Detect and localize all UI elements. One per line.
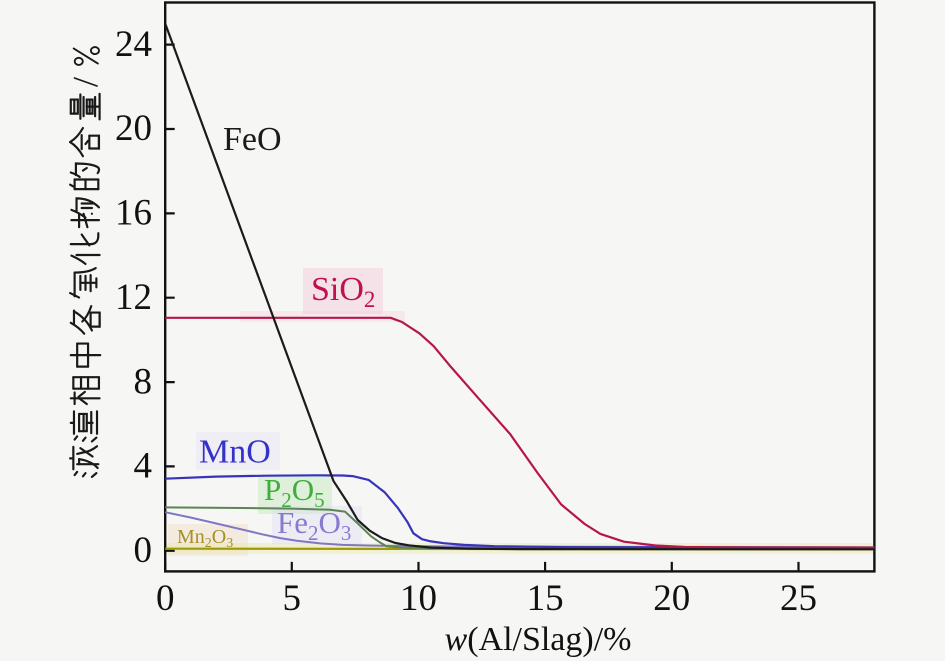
svg-text:0: 0	[134, 530, 153, 571]
svg-text:12: 12	[115, 277, 152, 318]
svg-text:MnO: MnO	[199, 434, 271, 471]
svg-text:20: 20	[653, 578, 690, 619]
svg-text:25: 25	[780, 578, 817, 619]
svg-text:0: 0	[156, 578, 175, 619]
svg-text:Fe2​O3​: Fe2​O3​	[277, 505, 351, 545]
svg-text:P2​O5​: P2​O5​	[264, 472, 325, 512]
svg-text:20: 20	[115, 108, 152, 149]
svg-text:24: 24	[115, 24, 152, 65]
svg-text:w(Al/Slag)/%: w(Al/Slag)/%	[445, 621, 632, 658]
svg-text:16: 16	[115, 193, 152, 234]
svg-text:5: 5	[283, 578, 302, 619]
svg-text:4: 4	[134, 446, 153, 487]
svg-text:10: 10	[400, 578, 437, 619]
svg-text:15: 15	[527, 578, 564, 619]
svg-text:Mn2​O3​: Mn2​O3​	[177, 526, 233, 551]
svg-text:8: 8	[134, 361, 153, 402]
svg-text:FeO: FeO	[223, 121, 282, 158]
svg-text:SiO2​: SiO2​	[311, 271, 375, 312]
